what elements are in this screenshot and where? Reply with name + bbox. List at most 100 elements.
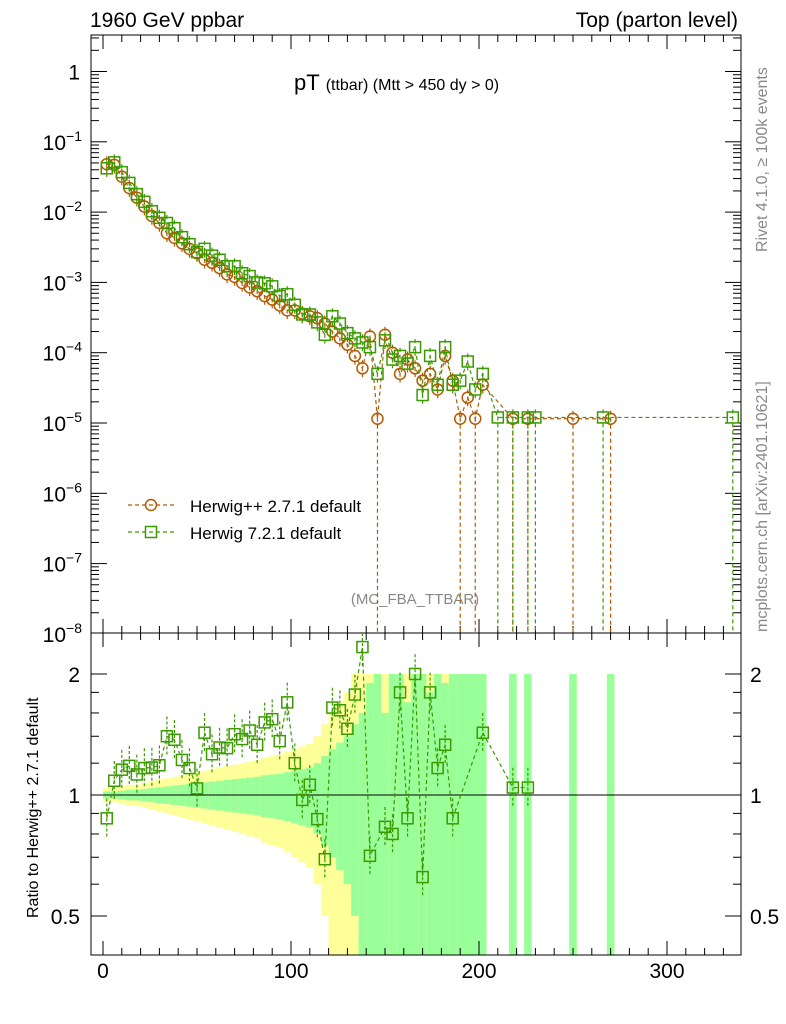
- ratio-point-square: [258, 716, 271, 729]
- legend: Herwig++ 2.7.1 default Herwig 7.2.1 defa…: [128, 497, 361, 543]
- band-1sigma: [456, 673, 464, 955]
- data-point-square: [468, 383, 482, 396]
- legend-circle-marker: [144, 498, 158, 512]
- data-point-square: [378, 334, 392, 347]
- ratio-frame: [90, 632, 742, 956]
- ratio-point-square: [280, 696, 294, 709]
- y-tick-label: 10−7: [43, 550, 83, 577]
- ratio-point-square: [175, 753, 189, 767]
- data-point-circle: [438, 349, 452, 363]
- ratio-y-label: Ratio to Herwig++ 2.7.1 default: [25, 697, 42, 918]
- data-point-circle: [356, 362, 369, 375]
- data-point-square: [168, 221, 181, 235]
- series-line: [106, 161, 733, 419]
- data-point-square: [130, 187, 144, 201]
- data-point-circle: [371, 412, 384, 425]
- rivet-version-label: Rivet 4.1.0, ≥ 100k events: [754, 67, 771, 252]
- title-suffix: (ttbar) (Mtt > 450 dy > 0): [326, 77, 499, 94]
- data-point-square: [363, 340, 377, 354]
- data-point-square: [235, 266, 249, 280]
- band-1sigma: [328, 749, 337, 858]
- data-point-square: [521, 411, 535, 424]
- band-1sigma: [433, 673, 442, 955]
- data-point-circle: [326, 325, 339, 338]
- data-point-circle: [416, 374, 429, 387]
- data-point-square: [190, 245, 204, 259]
- data-point-square: [326, 309, 339, 323]
- data-point-square: [371, 367, 384, 381]
- band-1sigma: [245, 777, 254, 815]
- band-1sigma: [230, 779, 239, 813]
- x-tick-label: 0: [97, 960, 109, 983]
- ratio-tick-label-right: 2: [750, 664, 762, 687]
- ratio-point-square: [318, 852, 332, 866]
- x-tick-label: 100: [273, 960, 308, 983]
- data-point-square: [491, 411, 505, 424]
- band-1sigma: [336, 742, 344, 871]
- header-energy: 1960 GeV ppbar: [90, 9, 244, 32]
- ratio-point-square: [273, 734, 286, 748]
- ratio-tick-label-left: 0.5: [51, 906, 80, 929]
- data-point-square: [453, 374, 467, 387]
- band-1sigma: [268, 774, 276, 819]
- data-point-square: [423, 349, 437, 363]
- data-point-square: [243, 269, 256, 283]
- ratio-point-square: [100, 812, 114, 825]
- data-point-square: [220, 259, 234, 273]
- data-point-square: [258, 277, 271, 290]
- ratio-point-square: [348, 688, 362, 701]
- ratio-tick-label-right: 0.5: [750, 906, 779, 929]
- data-point-circle: [453, 412, 467, 425]
- ratio-line: [106, 646, 528, 878]
- ratio-series-herwig7: [100, 633, 535, 897]
- ratio-point-square: [250, 738, 264, 752]
- data-point-square: [205, 249, 219, 262]
- y-tick-label: 10−6: [43, 479, 83, 506]
- series-line: [106, 163, 611, 421]
- band-1sigma: [463, 673, 472, 955]
- band-1sigma: [253, 776, 261, 816]
- band-1sigma: [283, 772, 291, 822]
- data-point-square: [401, 357, 414, 370]
- data-point-square: [183, 237, 196, 251]
- ratio-point-square: [235, 732, 249, 746]
- ratio-point-square: [311, 812, 324, 826]
- data-point-square: [506, 411, 520, 424]
- data-point-square: [333, 317, 347, 330]
- data-point-square: [265, 280, 279, 293]
- ratio-point-square: [160, 730, 174, 743]
- axes: 0 100 200 300 1 10−1 10−2 10−3 10−4 10−5 10−6 10−7 1…: [43, 34, 779, 983]
- data-point-square: [431, 378, 444, 392]
- y-tick-label: 10−3: [43, 268, 83, 295]
- data-point-circle: [604, 412, 617, 425]
- data-point-square: [529, 411, 542, 424]
- ratio-point-square: [363, 849, 377, 863]
- data-point-square: [726, 411, 740, 424]
- y-tick-label: 10−2: [43, 198, 83, 225]
- data-point-circle: [408, 362, 422, 375]
- ratio-point-square: [265, 712, 279, 726]
- data-point-square: [250, 276, 264, 289]
- data-point-circle: [393, 367, 407, 381]
- band-1sigma: [291, 770, 299, 824]
- band-1sigma: [358, 712, 367, 955]
- legend-label-herwigpp: Herwig++ 2.7.1 default: [190, 497, 361, 516]
- ratio-point-square: [476, 726, 490, 739]
- data-point-circle: [423, 367, 437, 381]
- mcplots-label: mcplots.cern.ch [arXiv:2401.10621]: [754, 381, 771, 632]
- band-1sigma: [313, 763, 322, 834]
- data-point-square: [273, 289, 286, 303]
- data-point-square: [108, 156, 121, 169]
- band-1sigma: [275, 773, 284, 820]
- band-1sigma: [351, 724, 359, 917]
- ratio-point-square: [333, 703, 347, 717]
- data-point-square: [288, 298, 302, 312]
- data-point-square: [416, 388, 429, 402]
- data-point-square: [348, 332, 362, 345]
- data-point-square: [115, 165, 129, 179]
- data-point-square: [198, 242, 211, 256]
- x-tick-label: 200: [461, 960, 496, 983]
- band-1sigma: [441, 682, 449, 955]
- band-1sigma: [606, 673, 615, 955]
- data-point-square: [438, 340, 452, 354]
